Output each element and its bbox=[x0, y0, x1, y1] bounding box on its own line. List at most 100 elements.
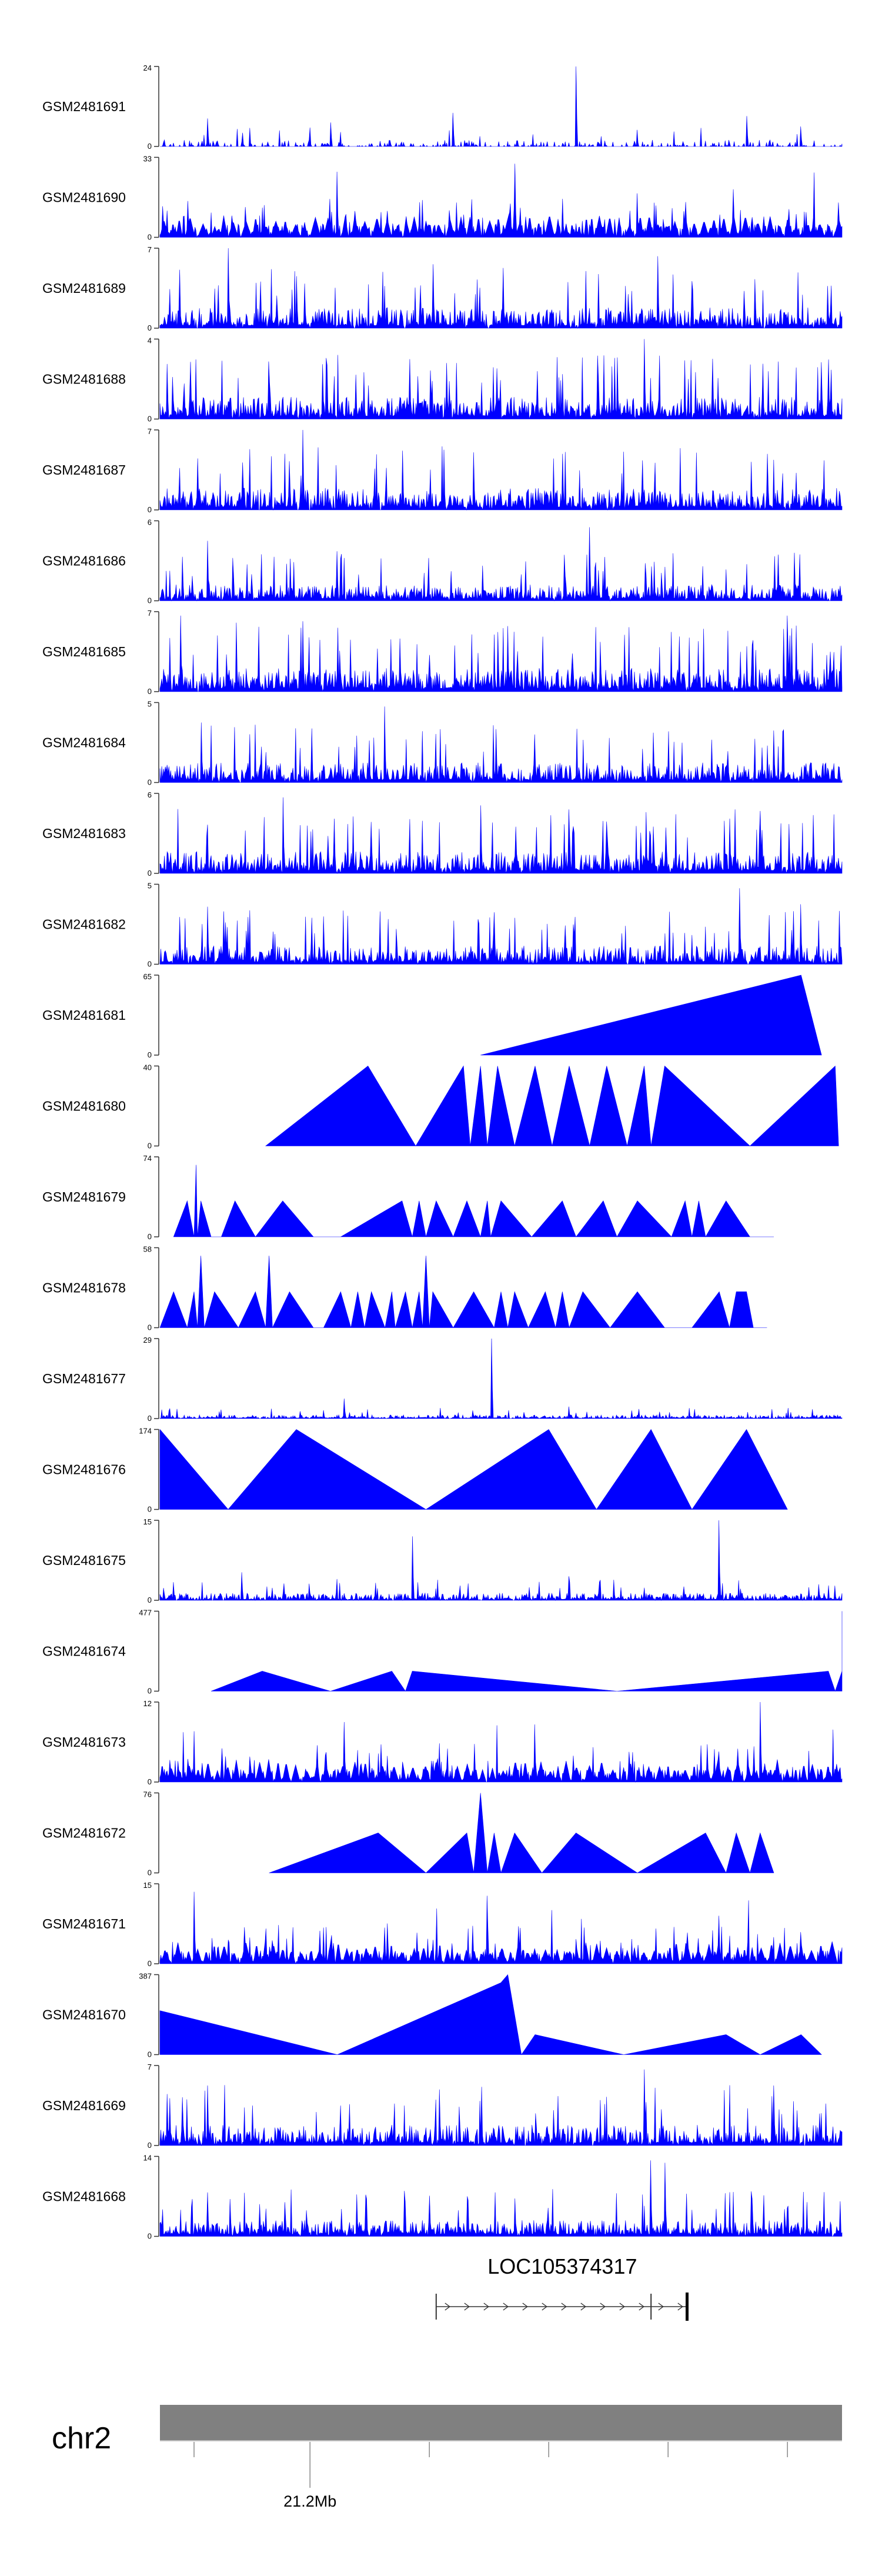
y-max-label: 387 bbox=[139, 1972, 152, 1981]
track-label: GSM2481673 bbox=[42, 1734, 126, 1750]
coverage-area bbox=[159, 163, 843, 238]
coverage-area bbox=[173, 1164, 774, 1238]
coverage-area bbox=[480, 975, 822, 1056]
y-max-label: 6 bbox=[148, 518, 152, 527]
track-label: GSM2481681 bbox=[42, 1007, 126, 1023]
y-max-label: 5 bbox=[148, 882, 152, 890]
y-min-label: 0 bbox=[148, 1868, 152, 1877]
track-label: GSM2481691 bbox=[42, 99, 126, 114]
coverage-area bbox=[159, 706, 843, 783]
track-GSM2481670: GSM2481670 387 0 bbox=[42, 1972, 822, 2059]
track-label: GSM2481685 bbox=[42, 644, 126, 659]
track-label: GSM2481686 bbox=[42, 553, 126, 569]
strand-chevron bbox=[503, 2303, 509, 2311]
y-max-label: 24 bbox=[143, 64, 152, 72]
y-max-label: 7 bbox=[148, 427, 152, 436]
chromosome-tick-label: 21.2Mb bbox=[283, 2492, 336, 2510]
y-min-label: 0 bbox=[148, 778, 152, 787]
track-label: GSM2481670 bbox=[42, 2007, 126, 2023]
y-max-label: 76 bbox=[143, 1790, 152, 1799]
coverage-area bbox=[159, 2069, 843, 2147]
exon-3 bbox=[686, 2293, 689, 2321]
y-min-label: 0 bbox=[148, 687, 152, 696]
strand-chevron bbox=[619, 2303, 625, 2311]
track-GSM2481672: GSM2481672 76 0 bbox=[42, 1790, 774, 1877]
y-min-label: 0 bbox=[148, 1959, 152, 1968]
track-GSM2481676: GSM2481676 174 0 bbox=[42, 1427, 788, 1514]
track-GSM2481684: GSM2481684 5 0 bbox=[42, 700, 843, 787]
track-label: GSM2481679 bbox=[42, 1189, 126, 1204]
strand-chevron bbox=[561, 2303, 567, 2311]
track-GSM2481675: GSM2481675 15 0 bbox=[42, 1517, 843, 1604]
track-GSM2481680: GSM2481680 40 0 bbox=[42, 1063, 839, 1150]
track-GSM2481671: GSM2481671 15 0 bbox=[42, 1881, 843, 1968]
y-min-label: 0 bbox=[148, 2141, 152, 2150]
y-max-label: 40 bbox=[143, 1063, 152, 1072]
coverage-area bbox=[269, 1793, 774, 1874]
track-GSM2481677: GSM2481677 29 0 bbox=[42, 1336, 843, 1423]
coverage-area bbox=[159, 1256, 767, 1329]
track-GSM2481690: GSM2481690 33 0 bbox=[42, 155, 843, 242]
y-min-label: 0 bbox=[148, 1142, 152, 1150]
strand-chevron bbox=[464, 2303, 470, 2311]
y-min-label: 0 bbox=[148, 1505, 152, 1514]
coverage-tracks: GSM2481691240GSM2481690330GSM248168970GS… bbox=[42, 64, 843, 2241]
y-max-label: 7 bbox=[148, 2063, 152, 2071]
y-max-label: 7 bbox=[148, 609, 152, 618]
chromosome-track: chr2 21.2Mb bbox=[52, 2405, 842, 2510]
track-GSM2481681: GSM2481681 65 0 bbox=[42, 972, 822, 1059]
strand-chevron bbox=[677, 2303, 683, 2311]
coverage-area bbox=[159, 1429, 788, 1510]
coverage-area bbox=[159, 248, 843, 329]
y-max-label: 15 bbox=[143, 1881, 152, 1890]
y-min-label: 0 bbox=[148, 1777, 152, 1786]
coverage-area bbox=[265, 1065, 839, 1147]
y-max-label: 15 bbox=[143, 1517, 152, 1526]
track-label: GSM2481688 bbox=[42, 372, 126, 387]
y-min-label: 0 bbox=[148, 1323, 152, 1332]
coverage-area bbox=[160, 66, 843, 148]
strand-chevron bbox=[522, 2303, 528, 2311]
track-label: GSM2481678 bbox=[42, 1280, 126, 1296]
y-min-label: 0 bbox=[148, 1687, 152, 1696]
track-GSM2481674: GSM2481674 477 0 bbox=[42, 1609, 843, 1696]
strand-chevron bbox=[580, 2303, 586, 2311]
y-min-label: 0 bbox=[148, 1232, 152, 1241]
coverage-area bbox=[159, 1974, 822, 2056]
coverage-area bbox=[159, 888, 843, 965]
track-GSM2481691: GSM2481691 24 0 bbox=[42, 64, 843, 151]
y-max-label: 12 bbox=[143, 1699, 152, 1708]
coverage-area bbox=[211, 1611, 843, 1692]
y-min-label: 0 bbox=[148, 142, 152, 151]
coverage-area bbox=[159, 2160, 843, 2237]
y-min-label: 0 bbox=[148, 323, 152, 332]
y-max-label: 33 bbox=[143, 155, 152, 163]
track-GSM2481683: GSM2481683 6 0 bbox=[42, 790, 843, 877]
y-max-label: 74 bbox=[143, 1154, 152, 1163]
y-max-label: 7 bbox=[148, 245, 152, 254]
y-max-label: 65 bbox=[143, 972, 152, 981]
track-label: GSM2481668 bbox=[42, 2189, 126, 2204]
y-max-label: 58 bbox=[143, 1245, 152, 1254]
coverage-area bbox=[159, 527, 843, 602]
track-label: GSM2481687 bbox=[42, 462, 126, 478]
gene-model bbox=[435, 2293, 689, 2321]
gene-label: LOC105374317 bbox=[487, 2254, 637, 2278]
y-min-label: 0 bbox=[148, 2232, 152, 2241]
chromosome-bar bbox=[160, 2405, 842, 2440]
track-label: GSM2481683 bbox=[42, 826, 126, 841]
track-label: GSM2481669 bbox=[42, 2098, 126, 2113]
strand-chevron bbox=[639, 2303, 644, 2311]
track-label: GSM2481677 bbox=[42, 1371, 126, 1386]
strand-chevron bbox=[542, 2303, 547, 2311]
track-label: GSM2481682 bbox=[42, 917, 126, 932]
strand-chevron bbox=[483, 2303, 489, 2311]
coverage-area bbox=[159, 1701, 843, 1783]
y-max-label: 29 bbox=[143, 1336, 152, 1344]
track-label: GSM2481689 bbox=[42, 281, 126, 296]
track-GSM2481682: GSM2481682 5 0 bbox=[42, 882, 843, 969]
track-GSM2481686: GSM2481686 6 0 bbox=[42, 518, 843, 605]
y-min-label: 0 bbox=[148, 505, 152, 514]
track-label: GSM2481690 bbox=[42, 190, 126, 205]
track-GSM2481668: GSM2481668 14 0 bbox=[42, 2154, 843, 2241]
